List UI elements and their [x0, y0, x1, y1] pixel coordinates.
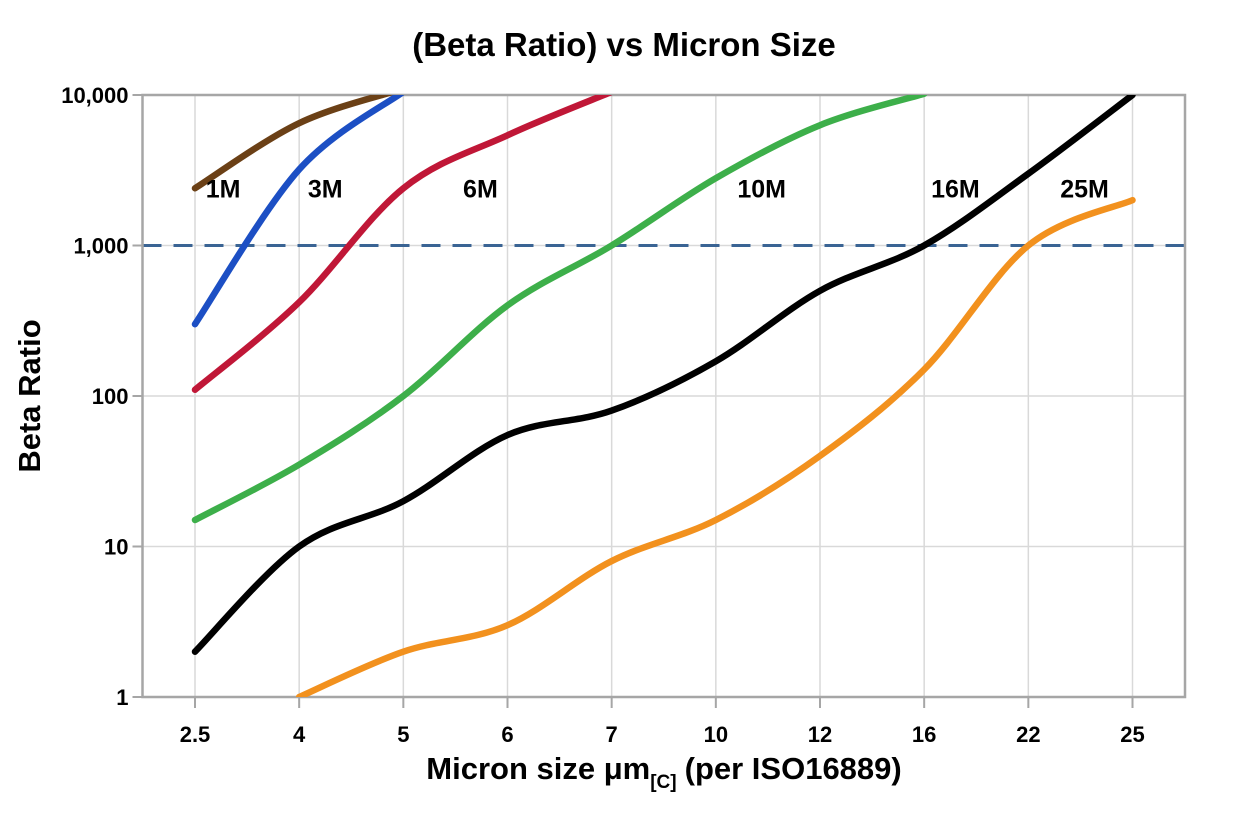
x-axis-title-suffix: (per ISO16889): [685, 751, 902, 786]
x-tick-label: 2.5: [180, 722, 211, 747]
series-line-25M: [295, 196, 1136, 697]
chart-title: (Beta Ratio) vs Micron Size: [412, 26, 836, 63]
series-lines: [191, 95, 1136, 697]
series-label-1M: 1M: [206, 175, 241, 203]
x-tick-label: 12: [808, 722, 832, 747]
series-label-6M: 6M: [463, 175, 498, 203]
plot-frame: [141, 93, 1187, 699]
plot-area: 2.5 4 5 6 7 10 12 16 22 25 1 10 100 1,000 10,000 1M 3M 6M…: [61, 83, 1187, 747]
x-tick-label: 6: [501, 722, 513, 747]
x-tick-label: 10: [704, 722, 728, 747]
series-line-16M: [191, 95, 1136, 655]
y-tick-label: 10: [104, 535, 128, 560]
x-tick-label: 5: [397, 722, 409, 747]
x-axis-title-subscript: [C]: [650, 772, 676, 793]
y-tick-label: 1,000: [73, 234, 128, 259]
series-line-10M: [191, 95, 928, 524]
y-tick-label: 1: [116, 685, 128, 710]
x-tick-label: 25: [1120, 722, 1144, 747]
x-tick-label: 16: [912, 722, 936, 747]
series-label-25M: 25M: [1060, 175, 1109, 203]
series-line-3M: [191, 95, 405, 328]
x-tick-label: 7: [606, 722, 618, 747]
series-label-16M: 16M: [931, 175, 980, 203]
x-tick-label: 4: [293, 722, 306, 747]
series-line-6M: [191, 95, 613, 394]
y-tick-label: 10,000: [61, 83, 128, 108]
x-axis-title-main: Micron size μm: [426, 751, 650, 786]
y-axis-title: Beta Ratio: [12, 319, 47, 472]
x-axis-title: Micron size μm[C] (per ISO16889): [426, 751, 901, 793]
series-line-1M: [191, 95, 394, 192]
series-label-3M: 3M: [308, 175, 343, 203]
y-tick-label: 100: [92, 384, 129, 409]
series-label-10M: 10M: [737, 175, 786, 203]
x-tick-label: 22: [1016, 722, 1040, 747]
